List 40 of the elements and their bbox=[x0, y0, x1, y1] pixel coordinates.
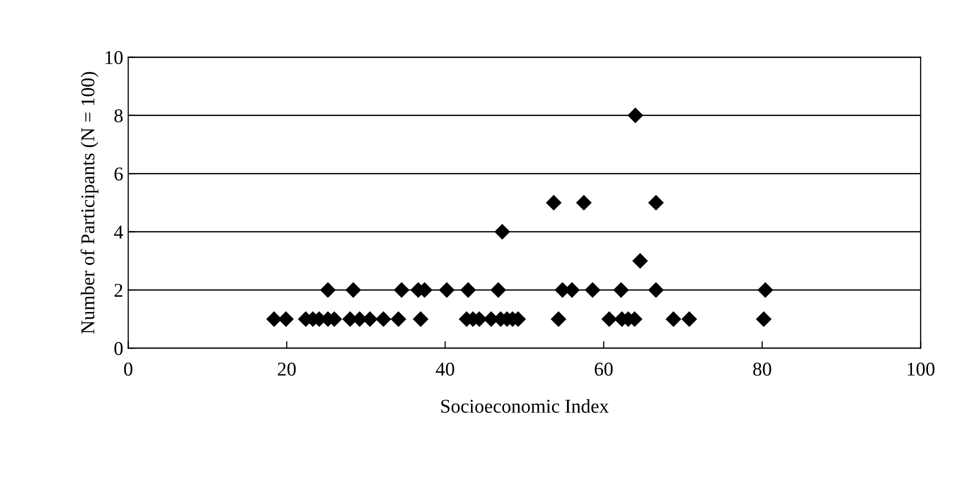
point bbox=[666, 312, 681, 327]
x-tick-label: 60 bbox=[594, 362, 613, 376]
y-axis-title: Number of Participants (N = 100) bbox=[80, 72, 98, 334]
point bbox=[546, 195, 562, 210]
point bbox=[460, 282, 476, 298]
point bbox=[682, 312, 697, 327]
point bbox=[439, 282, 454, 298]
point bbox=[376, 312, 391, 327]
point bbox=[490, 282, 506, 298]
y-tick-label: 6 bbox=[114, 167, 123, 181]
point bbox=[390, 312, 406, 327]
point bbox=[266, 312, 282, 327]
y-tick-label: 2 bbox=[114, 284, 122, 297]
x-axis-title: Socioeconomic Index bbox=[441, 399, 609, 413]
point bbox=[602, 312, 617, 327]
point bbox=[576, 195, 592, 210]
y-tick-label: 8 bbox=[114, 109, 123, 122]
x-tick-label: 20 bbox=[278, 362, 296, 376]
point bbox=[278, 312, 294, 327]
y-tick-label: 0 bbox=[114, 342, 123, 356]
point bbox=[394, 282, 410, 298]
point bbox=[346, 282, 361, 298]
point bbox=[628, 108, 643, 123]
point bbox=[550, 312, 566, 327]
point bbox=[585, 282, 600, 298]
x-tick-label: 0 bbox=[124, 362, 132, 376]
y-tick-label: 4 bbox=[114, 226, 124, 239]
point bbox=[756, 312, 772, 327]
point bbox=[413, 312, 428, 327]
x-tick-label: 100 bbox=[908, 362, 934, 376]
y-tick-label: 10 bbox=[106, 51, 123, 64]
point bbox=[648, 195, 664, 210]
point bbox=[614, 282, 629, 298]
x-tick-label: 40 bbox=[436, 362, 454, 376]
x-tick-label: 80 bbox=[753, 362, 772, 376]
point bbox=[758, 282, 773, 298]
point bbox=[632, 253, 648, 268]
point bbox=[494, 224, 510, 240]
point bbox=[320, 282, 336, 298]
point bbox=[648, 282, 664, 298]
